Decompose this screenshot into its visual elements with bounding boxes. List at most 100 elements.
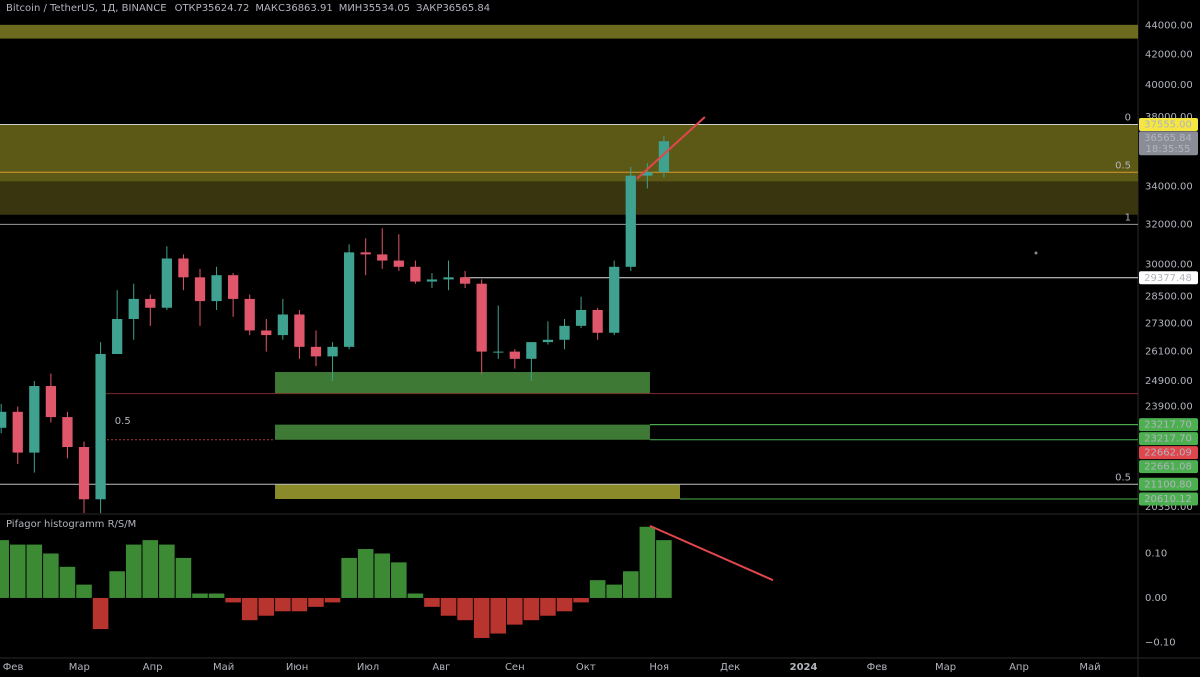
histogram-bar bbox=[556, 597, 573, 612]
candle-body bbox=[178, 258, 189, 278]
candle-body bbox=[625, 175, 636, 267]
price-tag bbox=[1139, 460, 1198, 474]
candle-body bbox=[377, 254, 388, 261]
indicator-title: Pifagor histogramm R/S/M bbox=[6, 519, 136, 530]
candle-body bbox=[95, 354, 106, 500]
candle-body bbox=[78, 447, 90, 500]
legend-label: МИН bbox=[339, 3, 363, 14]
candle-body bbox=[228, 275, 239, 299]
current-price-label: 36565.84 bbox=[1144, 133, 1192, 144]
candle-body bbox=[310, 346, 322, 357]
trend-line bbox=[649, 524, 774, 582]
zone bbox=[0, 24, 1138, 39]
y-tick-label: 27300.00 bbox=[1145, 319, 1193, 330]
histogram-bar bbox=[92, 597, 109, 630]
trend-line bbox=[636, 116, 706, 180]
y-tick-label: 40000.00 bbox=[1145, 80, 1193, 91]
price-tag bbox=[1139, 432, 1198, 446]
histogram-bar bbox=[656, 540, 672, 598]
x-tick-label: 2024 bbox=[790, 662, 818, 673]
histogram-bar bbox=[606, 584, 622, 598]
legend-value: 35624.72 bbox=[202, 3, 250, 14]
price-tag bbox=[1139, 477, 1198, 491]
candle-body bbox=[592, 309, 603, 333]
histogram-bar bbox=[241, 597, 258, 621]
histogram-bar bbox=[26, 544, 43, 598]
chart-title: Bitcoin / TetherUS, 1Д, BINANCE bbox=[6, 3, 167, 14]
histogram-bar bbox=[424, 597, 440, 607]
x-tick-label: Май bbox=[1079, 662, 1100, 673]
x-tick-label: Июн bbox=[286, 662, 308, 673]
price-tag-label: 37555.00 bbox=[1144, 120, 1192, 131]
y-tick-label: 26100.00 bbox=[1145, 347, 1193, 358]
annotation: 0.5 bbox=[115, 416, 131, 427]
y-tick-label: 42000.00 bbox=[1145, 50, 1193, 61]
price-tag-label: 23217.70 bbox=[1144, 434, 1192, 445]
fib-label: 0.5 bbox=[1115, 160, 1131, 171]
histogram-bar bbox=[573, 597, 589, 603]
histogram-bar bbox=[507, 597, 523, 625]
candle-body bbox=[410, 266, 421, 282]
histogram-bar bbox=[457, 597, 473, 621]
zone bbox=[0, 124, 1138, 182]
histogram-bar bbox=[9, 544, 26, 598]
candle-body bbox=[62, 417, 73, 448]
candle-body bbox=[443, 277, 454, 280]
histogram-bar bbox=[473, 597, 490, 638]
candle-body bbox=[459, 277, 471, 284]
price-tag-label: 21100.80 bbox=[1144, 479, 1192, 490]
histogram-bar bbox=[324, 597, 341, 603]
x-tick-label: Окт bbox=[576, 662, 596, 673]
x-tick-label: Июл bbox=[357, 662, 379, 673]
candle-body bbox=[493, 351, 504, 353]
histogram-bar bbox=[639, 526, 656, 598]
zone bbox=[275, 484, 681, 499]
histogram-bar bbox=[0, 540, 9, 598]
price-tag-label: 20610.12 bbox=[1144, 494, 1192, 505]
y-tick-label: 0.10 bbox=[1145, 548, 1167, 559]
candle-body bbox=[575, 309, 587, 326]
x-tick-label: Мар bbox=[935, 662, 956, 673]
candle-body bbox=[45, 386, 57, 418]
histogram-bar bbox=[76, 584, 92, 598]
histogram-bar bbox=[622, 571, 639, 598]
zone bbox=[0, 181, 1138, 215]
histogram-bar bbox=[523, 597, 540, 621]
candle-body bbox=[29, 386, 40, 453]
x-tick-label: Мар bbox=[69, 662, 90, 673]
histogram-bar bbox=[357, 549, 374, 598]
y-tick-label: 23900.00 bbox=[1145, 402, 1193, 413]
x-tick-label: Ноя bbox=[649, 662, 669, 673]
candle-body bbox=[426, 279, 438, 282]
y-tick-label: 30000.00 bbox=[1145, 260, 1193, 271]
candle-body bbox=[642, 172, 653, 176]
candle-body bbox=[559, 325, 570, 340]
histogram-bar bbox=[159, 544, 175, 598]
candle-body bbox=[244, 298, 255, 331]
candle-body bbox=[145, 298, 156, 308]
legend-value: 35534.05 bbox=[362, 3, 410, 14]
x-tick-label: Май bbox=[213, 662, 234, 673]
histogram-bar bbox=[341, 557, 357, 598]
candle-body bbox=[128, 298, 139, 320]
candle-body bbox=[542, 339, 554, 343]
histogram-bar bbox=[540, 597, 556, 616]
dot bbox=[1034, 251, 1038, 255]
histogram-bar bbox=[225, 597, 241, 603]
price-tag-label: 23217.70 bbox=[1144, 420, 1192, 431]
fib-label: 0 bbox=[1125, 113, 1131, 124]
y-tick-label: 24900.00 bbox=[1145, 376, 1193, 387]
candle-body bbox=[360, 252, 371, 255]
price-tag bbox=[1139, 118, 1198, 132]
countdown-label: 18:35:55 bbox=[1146, 144, 1191, 155]
histogram-bar bbox=[490, 597, 507, 634]
x-tick-label: Фев bbox=[3, 662, 24, 673]
fib-label: 0.5 bbox=[1115, 472, 1131, 483]
candle-body bbox=[609, 266, 620, 333]
price-tag-label: 22662.09 bbox=[1144, 448, 1192, 459]
candle-body bbox=[393, 260, 404, 267]
x-tick-label: Авг bbox=[432, 662, 450, 673]
y-tick-label: 28500.00 bbox=[1145, 292, 1193, 303]
